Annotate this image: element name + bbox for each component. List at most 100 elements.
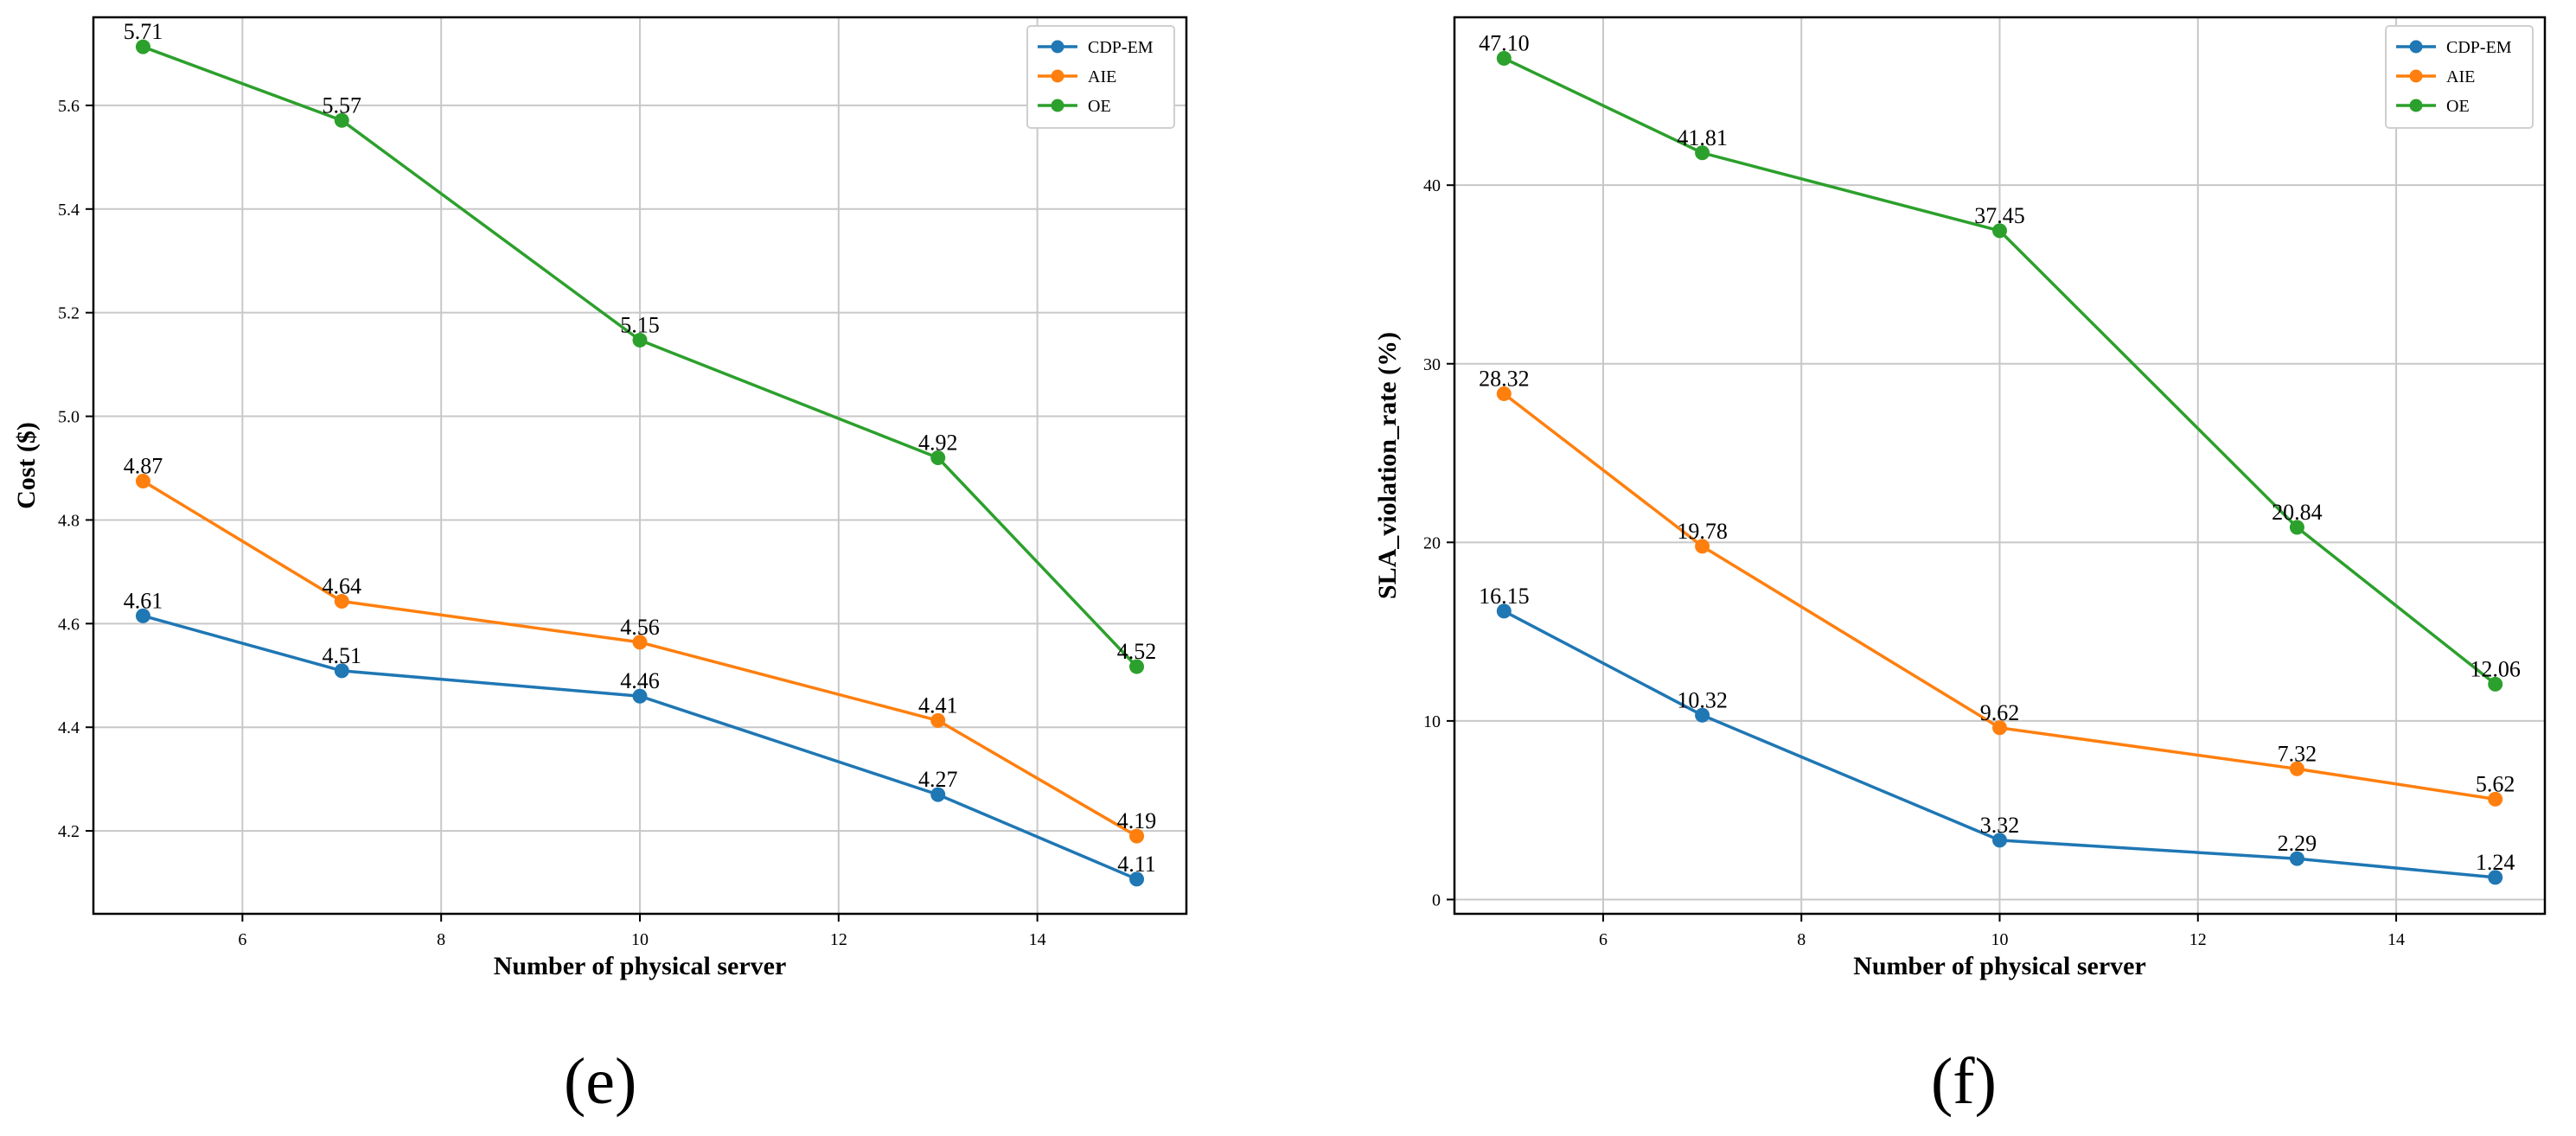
- data-point-aie: [632, 635, 648, 650]
- legend-label-oe: OE: [1088, 97, 1111, 116]
- data-label-oe: 5.57: [323, 93, 362, 118]
- data-point-cdp-em: [632, 688, 648, 704]
- legend-label-aie: AIE: [1088, 67, 1116, 86]
- y-tick-label: 4.8: [58, 511, 80, 530]
- data-label-aie: 4.56: [620, 615, 660, 640]
- chart-cost: 6 8 10 12 14 4.2 4.4 4.6 4.8 5.0 5.2 5.4 5.6 Number o…: [12, 16, 1188, 980]
- data-label-aie: 5.62: [2476, 771, 2515, 796]
- x-tick-label: 8: [1797, 930, 1806, 949]
- data-label-cdp-em: 16.15: [1479, 584, 1530, 609]
- data-point-cdp-em: [2289, 851, 2304, 866]
- y-tick-label: 10: [1423, 712, 1441, 731]
- data-point-cdp-em: [135, 608, 150, 623]
- data-point-cdp-em: [1129, 871, 1145, 887]
- x-tick-label: 14: [2387, 930, 2405, 949]
- x-axis-label: Number of physical server: [494, 952, 787, 980]
- data-point-aie: [1695, 539, 1710, 554]
- data-point-oe: [2289, 520, 2304, 535]
- data-point-cdp-em: [334, 663, 349, 679]
- data-label-oe: 20.84: [2272, 500, 2323, 525]
- data-point-oe: [1992, 223, 2007, 239]
- x-tick-label: 12: [2189, 930, 2207, 949]
- data-label-cdp-em: 4.51: [323, 643, 362, 668]
- data-label-oe: 4.92: [918, 431, 958, 456]
- data-label-oe: 41.81: [1677, 125, 1728, 150]
- data-label-oe: 12.06: [2470, 656, 2521, 681]
- x-tick-label: 10: [631, 930, 649, 949]
- x-axis-label: Number of physical server: [1853, 952, 2146, 980]
- data-point-cdp-em: [930, 787, 946, 802]
- data-label-aie: 4.41: [918, 692, 958, 718]
- legend-marker-aie: [2409, 69, 2423, 83]
- data-point-aie: [1992, 720, 2007, 736]
- data-label-cdp-em: 4.11: [1117, 852, 1156, 877]
- data-point-aie: [1496, 386, 1512, 401]
- y-tick-label: 40: [1423, 176, 1441, 195]
- data-label-cdp-em: 2.29: [2278, 831, 2317, 856]
- panel-label-e: (e): [564, 1045, 637, 1118]
- data-point-oe: [1129, 659, 1145, 674]
- x-tick-label: 12: [830, 930, 847, 949]
- y-tick-label: 4.2: [58, 822, 80, 841]
- legend-marker-cdp-em: [1051, 40, 1064, 54]
- data-label-aie: 19.78: [1677, 519, 1728, 544]
- data-label-aie: 4.64: [323, 574, 362, 599]
- data-point-aie: [1129, 828, 1145, 844]
- data-point-oe: [632, 332, 648, 348]
- y-tick-label: 20: [1423, 533, 1441, 552]
- x-tick-label: 6: [1599, 930, 1608, 949]
- legend-label-oe: OE: [2446, 97, 2470, 116]
- data-point-oe: [2488, 676, 2503, 692]
- chart-sla-violation-rate: 6 8 10 12 14 0 10 20 30 40 Number of physical serv…: [1373, 16, 2547, 980]
- data-point-aie: [334, 594, 349, 609]
- data-point-oe: [334, 112, 349, 128]
- x-tick-label: 6: [238, 930, 246, 949]
- y-tick-label: 5.2: [58, 304, 80, 323]
- data-point-oe: [1496, 51, 1512, 67]
- y-tick-label: 5.6: [58, 97, 80, 116]
- data-label-aie: 9.62: [1980, 700, 2020, 725]
- y-tick-label: 0: [1432, 890, 1441, 909]
- legend-label-aie: AIE: [2446, 67, 2475, 86]
- y-tick-label: 4.4: [58, 718, 80, 737]
- legend-marker-oe: [2409, 99, 2423, 112]
- legend-label-cdp-em: CDP-EM: [1088, 38, 1154, 57]
- data-label-cdp-em: 3.32: [1980, 813, 2020, 838]
- data-point-aie: [930, 712, 946, 728]
- data-label-aie: 4.19: [1117, 808, 1157, 833]
- legend-box: [1026, 25, 1175, 129]
- y-axis-label: SLA_violation_rate (%): [1373, 332, 1402, 599]
- data-label-oe: 4.52: [1117, 639, 1157, 664]
- data-point-oe: [135, 39, 150, 54]
- legend-box: [2385, 25, 2534, 129]
- legend-label-cdp-em: CDP-EM: [2446, 38, 2512, 57]
- data-label-oe: 37.45: [1974, 203, 2025, 228]
- x-tick-label: 14: [1029, 930, 1046, 949]
- data-label-cdp-em: 1.24: [2476, 850, 2515, 875]
- data-point-aie: [2289, 761, 2304, 776]
- panel-label-f: (f): [1931, 1045, 1997, 1118]
- y-tick-label: 30: [1423, 355, 1441, 374]
- legend-marker-cdp-em: [2409, 40, 2423, 54]
- data-label-aie: 7.32: [2278, 741, 2317, 766]
- data-point-cdp-em: [1496, 603, 1512, 619]
- data-point-oe: [1695, 145, 1710, 161]
- legend-marker-aie: [1051, 69, 1064, 83]
- data-label-aie: 4.87: [124, 453, 163, 478]
- data-point-cdp-em: [1992, 833, 2007, 848]
- legend-marker-oe: [1051, 99, 1064, 112]
- data-label-cdp-em: 4.61: [124, 588, 163, 613]
- y-tick-label: 5.0: [58, 408, 80, 427]
- data-label-oe: 5.71: [124, 19, 163, 44]
- data-label-oe: 47.10: [1479, 31, 1530, 56]
- data-label-cdp-em: 10.32: [1677, 687, 1728, 712]
- data-label-oe: 5.15: [620, 312, 660, 337]
- data-label-aie: 28.32: [1479, 366, 1530, 391]
- y-tick-label: 4.6: [58, 615, 80, 634]
- data-point-cdp-em: [1695, 707, 1710, 723]
- y-tick-label: 5.4: [58, 201, 80, 220]
- y-axis-label: Cost ($): [12, 422, 41, 509]
- x-tick-label: 8: [437, 930, 445, 949]
- data-point-aie: [2488, 791, 2503, 807]
